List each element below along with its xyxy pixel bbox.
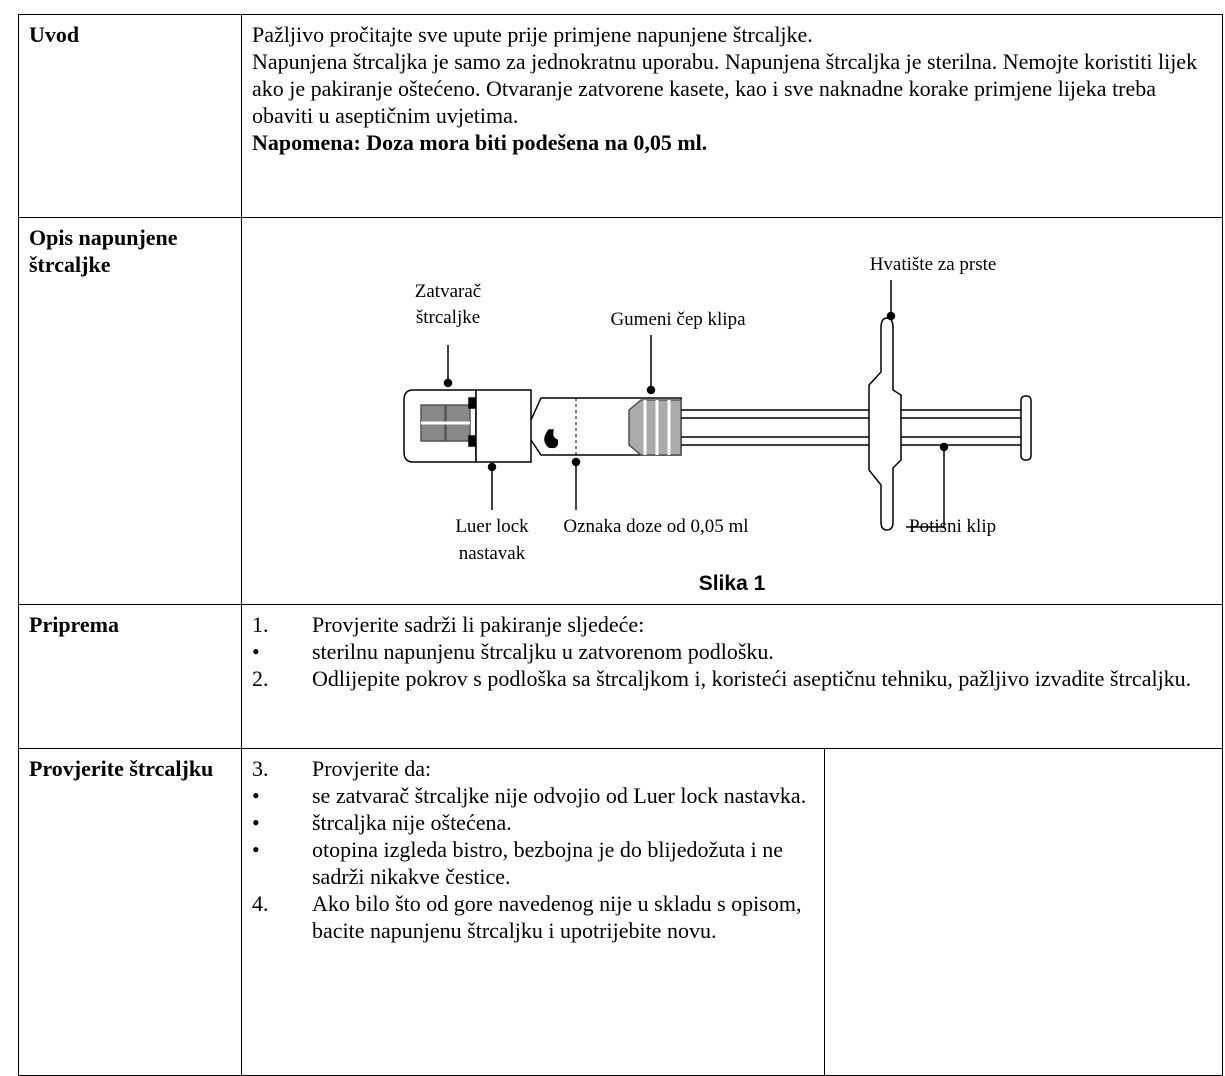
list-marker: 3. [252,756,269,781]
row-content: Pažljivo pročitajte sve upute prije prim… [241,14,1223,218]
list-text: štrcaljka nije oštećena. [312,810,512,835]
row: Opis napunjene štrcaljke [18,217,1223,605]
row-content: Hvatište za prste Zatvarač štrcaljke Gum… [241,217,1223,605]
row: Uvod Pažljivo pročitajte sve upute prije… [18,14,1223,218]
row-label: Uvod [18,14,242,218]
figure-label: Luer lock [455,516,529,537]
row-label: Priprema [18,604,242,749]
list-text: otopina izgleda bistro, bezbojna je do b… [312,837,784,889]
list-item: 1. Provjerite sadrži li pakiranje sljedeć… [252,611,1212,638]
row-content: 1. Provjerite sadrži li pakiranje sljedeć… [241,604,1223,749]
figure-label: štrcaljke [416,307,480,328]
list-marker: • [252,810,260,835]
syringe-diagram: Hvatište za prste Zatvarač štrcaljke Gum… [403,254,1032,564]
list-marker: • [252,837,260,862]
figure-label: Oznaka doze od 0,05 ml [563,516,748,537]
list-text: Provjerite sadrži li pakiranje sljedeće: [312,612,645,637]
paragraph: Pažljivo pročitajte sve upute prije prim… [252,22,813,47]
row-label: Provjerite štrcaljku [18,748,242,1076]
list-text: Provjerite da: [312,756,432,781]
empty-cell [825,749,1223,1075]
row-label: Opis napunjene štrcaljke [18,217,242,605]
row: Provjerite štrcaljku 3. Provjerite da: • se… [18,748,1223,1076]
inner-row: 3. Provjerite da: • se zatvarač štrcaljke n… [242,749,1222,1075]
list-marker: 1. [252,612,269,637]
figure-label: nastavak [459,543,526,564]
list-text: Ako bilo što od gore navedenog nije u sk… [312,891,802,943]
list-item: • se zatvarač štrcaljke nije odvojio od L… [252,782,814,809]
row-content: 3. Provjerite da: • se zatvarač štrcaljke n… [241,748,1223,1076]
figure-caption: Slika 1 [698,572,766,595]
figure-label: Potisni klip [909,516,996,537]
list-marker: 4. [252,891,269,916]
list-text: Odlijepite pokrov s podloška sa štrcaljk… [312,666,1192,691]
figure-label: Gumeni čep klipa [610,309,746,330]
paragraph: Napunjena štrcaljka je samo za jednokrat… [252,49,1198,128]
inner-cell: 3. Provjerite da: • se zatvarač štrcaljke n… [242,749,825,1075]
instruction-table: Uvod Pažljivo pročitajte sve upute prije… [18,14,1223,1076]
row: Priprema 1. Provjerite sadrži li pakiranj… [18,604,1223,749]
list-item: • štrcaljka nije oštećena. [252,809,814,836]
list-marker: • [252,783,260,808]
figure-label: Hvatište za prste [870,254,997,275]
list-marker: • [252,639,260,664]
list-item: 2. Odlijepite pokrov s podloška sa štrcal… [252,665,1212,692]
list-item: 4. Ako bilo što od gore navedenog nije u … [252,890,814,944]
list-item: • otopina izgleda bistro, bezbojna je do … [252,836,814,890]
list-item: • sterilnu napunjenu štrcaljku u zatvoren… [252,638,1212,665]
figure-label: Zatvarač [415,281,481,302]
inner-table: 3. Provjerite da: • se zatvarač štrcaljke n… [242,749,1222,1075]
list-text: se zatvarač štrcaljke nije odvojio od Lu… [312,783,807,808]
list-text: sterilnu napunjenu štrcaljku u zatvoreno… [312,639,774,664]
note: Napomena: Doza mora biti podešena na 0,0… [252,130,708,155]
list-item: 3. Provjerite da: [252,755,814,782]
list-marker: 2. [252,666,269,691]
